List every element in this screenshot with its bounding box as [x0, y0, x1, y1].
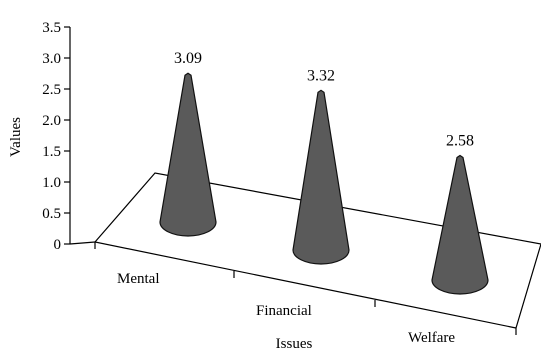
y-tick-label: 2.5	[42, 82, 61, 98]
y-tick-label: 0.5	[42, 206, 61, 222]
value-label: 2.58	[446, 132, 474, 149]
cone-series	[159, 72, 489, 295]
x-axis-title: Issues	[276, 336, 313, 351]
y-tick-label: 1.5	[42, 144, 61, 160]
category-label: Welfare	[408, 330, 455, 346]
y-axis-title: Values	[8, 117, 24, 157]
y-axis	[69, 27, 96, 245]
cone-body	[292, 89, 350, 265]
y-tick-label: 3.0	[42, 51, 61, 67]
x-tick-group	[94, 242, 517, 335]
value-label: 3.09	[174, 50, 202, 67]
y-tick-label: 1.0	[42, 175, 61, 191]
category-label: Financial	[256, 303, 312, 319]
cone-financial	[292, 89, 350, 265]
cone-body	[431, 154, 489, 295]
category-labels: Mental Financial Welfare	[117, 271, 455, 346]
y-tick-label: 0	[54, 237, 62, 253]
category-label: Mental	[117, 271, 160, 287]
cone-mental	[159, 72, 217, 237]
floor-plane	[93, 172, 541, 329]
value-label: 3.32	[307, 67, 335, 84]
cone-welfare	[431, 154, 489, 295]
value-labels: 3.09 3.32 2.58	[174, 50, 474, 149]
y-tick-label: 3.5	[42, 20, 61, 36]
y-tick-label: 2.0	[42, 113, 61, 129]
cone-body	[159, 72, 217, 237]
y-tick-group: 0 0.5 1.0 1.5 2.0 2.5 3.0 3.5	[42, 20, 70, 253]
